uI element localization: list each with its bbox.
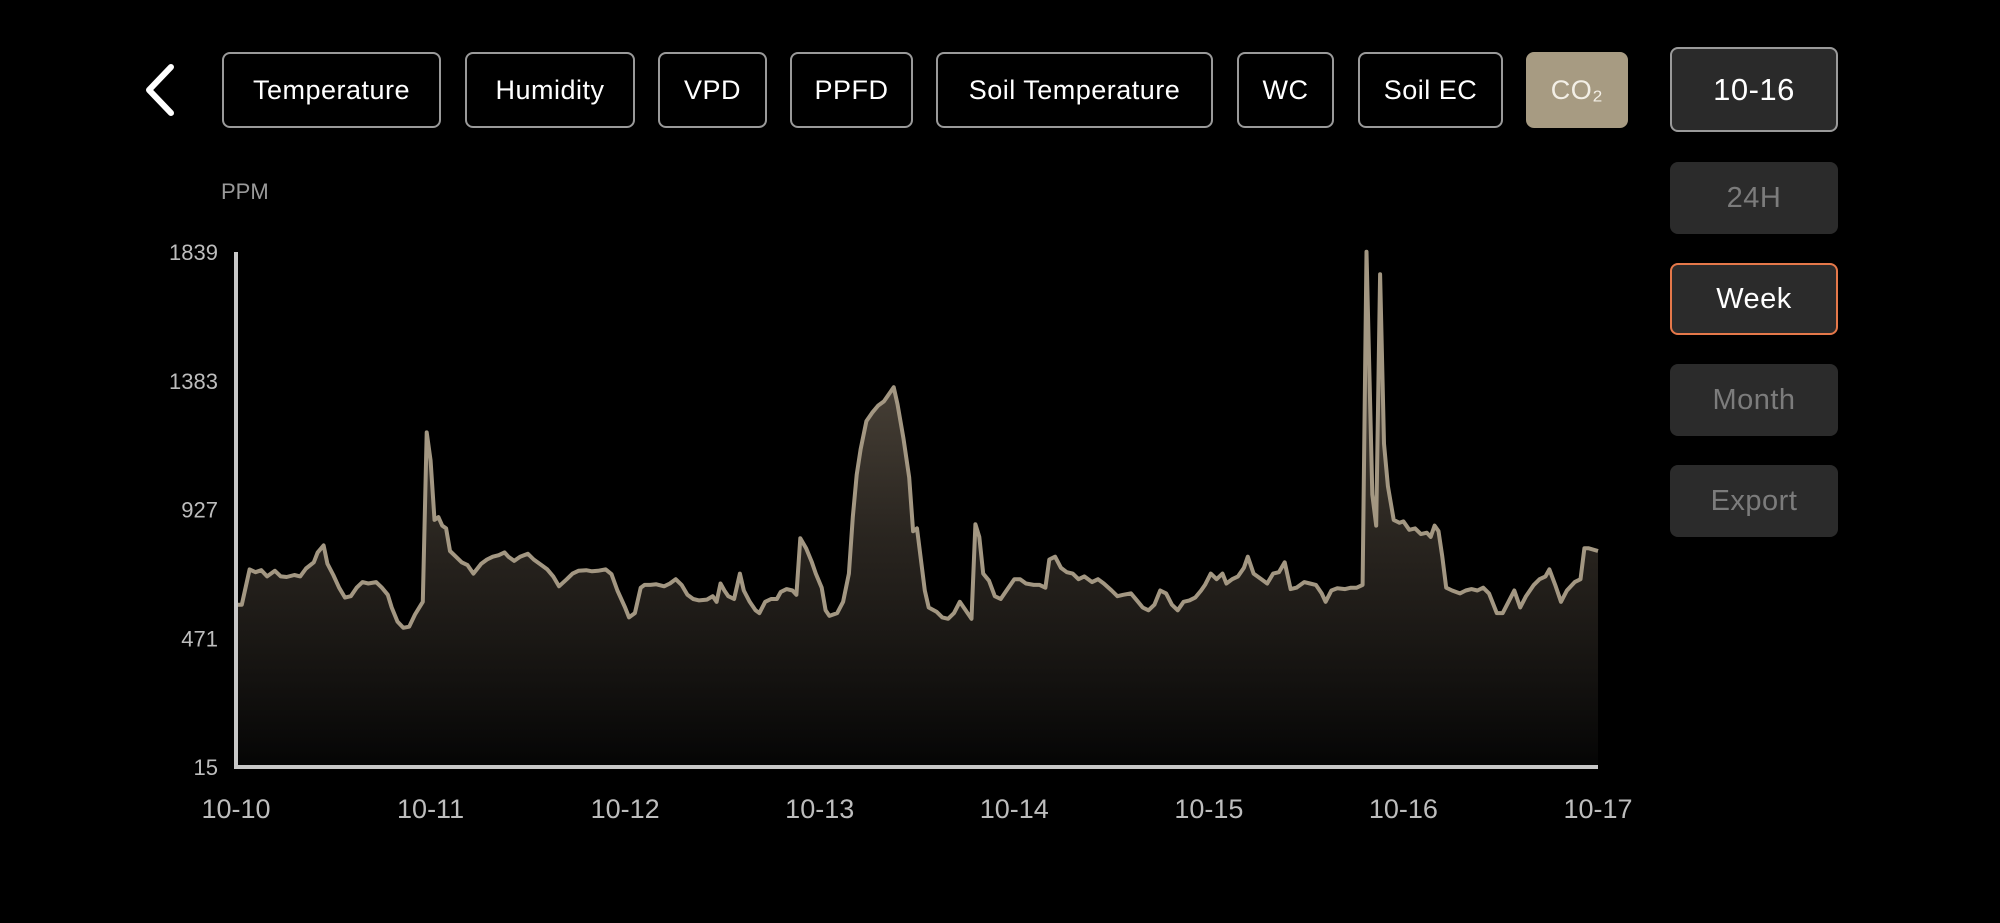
y-axis-unit-label: PPM [221,179,269,204]
x-tick-label: 10-13 [785,794,854,824]
tab-vpd[interactable]: VPD [658,52,767,128]
range-24h-button[interactable]: 24H [1670,162,1838,234]
range-month-button[interactable]: Month [1670,364,1838,436]
chevron-left-icon [146,64,174,116]
y-tick-label: 471 [181,626,218,651]
y-tick-label: 15 [194,755,218,780]
x-tick-label: 10-16 [1369,794,1438,824]
y-tick-label: 1839 [169,240,218,265]
tab-temperature[interactable]: Temperature [222,52,441,128]
x-tick-label: 10-14 [980,794,1049,824]
tab-co2[interactable]: CO₂ [1526,52,1628,128]
x-tick-label: 10-12 [591,794,660,824]
tab-wc[interactable]: WC [1237,52,1334,128]
x-tick-label: 10-11 [397,794,464,824]
tab-soil-temperature[interactable]: Soil Temperature [936,52,1213,128]
data-line [236,249,1599,630]
tab-humidity[interactable]: Humidity [465,52,635,128]
range-week-button[interactable]: Week [1670,263,1838,335]
x-tick-label: 10-10 [201,794,270,824]
y-tick-label: 1383 [169,369,218,394]
x-tick-label: 10-15 [1174,794,1243,824]
export-button[interactable]: Export [1670,465,1838,537]
y-tick-label: 927 [181,498,218,523]
tab-ppfd[interactable]: PPFD [790,52,913,128]
x-tick-label: 10-17 [1563,794,1632,824]
tab-soil-ec[interactable]: Soil EC [1358,52,1503,128]
area-fill [236,251,1598,767]
back-button[interactable] [140,62,180,118]
date-selector-button[interactable]: 10-16 [1670,47,1838,132]
